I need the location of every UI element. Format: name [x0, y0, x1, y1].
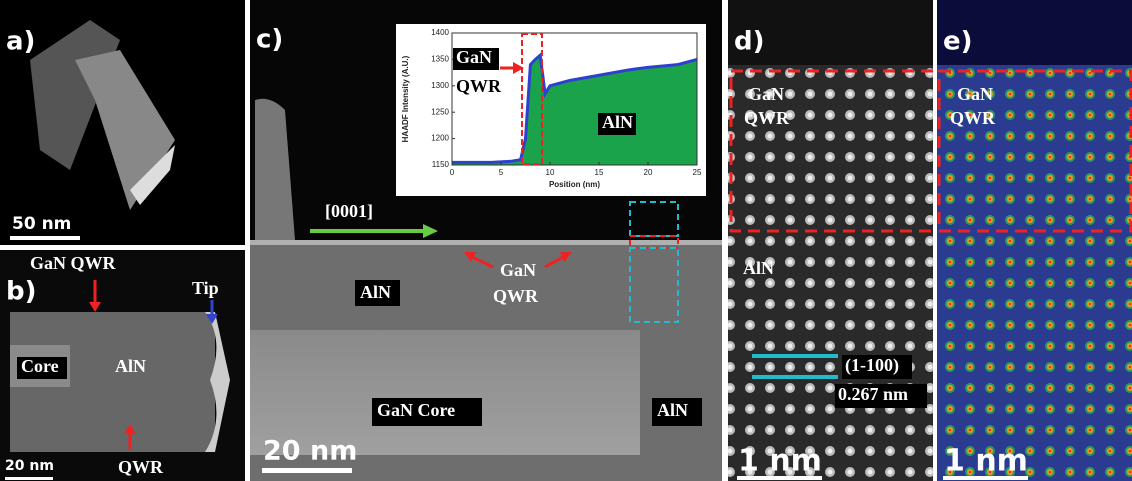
panel-label: d) — [734, 27, 765, 57]
y-tick-label: 1350 — [431, 55, 449, 64]
scale-label: 50 nm — [12, 214, 71, 234]
annotation: AlN — [657, 400, 688, 420]
annotation: 0.267 nm — [838, 384, 908, 404]
annotation: QWR — [456, 76, 502, 96]
y-tick-label: 1250 — [431, 107, 449, 116]
y-tick-label: 1300 — [431, 81, 449, 90]
annotation: QWR — [744, 108, 790, 128]
x-tick-label: 5 — [499, 168, 504, 177]
panel-label: e) — [943, 27, 973, 57]
annotation: AlN — [115, 356, 146, 376]
annotation: GaN — [748, 84, 784, 104]
panel-b: b) GaN QWR Tip Core AlN QWR 20 nm — [0, 250, 245, 481]
annotation: AlN — [360, 282, 391, 302]
x-tick-label: 15 — [595, 168, 604, 177]
annotation: AlN — [602, 112, 633, 132]
scale-label: 20 nm — [5, 458, 54, 474]
x-tick-label: 0 — [450, 168, 455, 177]
annotation: GaN — [456, 47, 492, 67]
x-tick-label: 10 — [546, 168, 555, 177]
panel-a: a) 50 nm — [0, 0, 245, 245]
annotation: Tip — [192, 278, 219, 298]
panel-label: b) — [6, 277, 37, 307]
scale-label: 20 nm — [263, 436, 357, 467]
x-tick-label: 20 — [644, 168, 653, 177]
y-axis-label: HAADF Intensity (A.U.) — [401, 55, 410, 142]
panel-d: d) GaN QWR AlN (1-100) 0.267 nm 1 nm — [728, 0, 941, 481]
y-tick-label: 1150 — [432, 160, 450, 169]
annotation: QWR — [950, 108, 996, 128]
panel-c: c) [0001] AlN GaN QWR GaN Core AlN 20 nm… — [250, 0, 722, 481]
annotation: AlN — [743, 258, 774, 278]
annotation: Core — [21, 356, 59, 376]
figure: a) 50 nm b) GaN QWR Tip Core AlN QWR 20 … — [0, 0, 1132, 481]
panel-e: e) GaN QWR 1 nm — [937, 0, 1132, 481]
annotation: QWR — [493, 286, 539, 306]
y-tick-label: 1400 — [431, 28, 449, 37]
annotation: (1-100) — [845, 355, 899, 376]
annotation: GaN Core — [377, 400, 455, 420]
panel-label: c) — [256, 25, 283, 55]
annotation: QWR — [118, 457, 164, 477]
x-axis-label: Position (nm) — [549, 180, 600, 189]
annotation: [0001] — [325, 201, 373, 221]
annotation: GaN QWR — [30, 253, 117, 273]
x-tick-label: 25 — [693, 168, 702, 177]
scale-label: 1 nm — [944, 444, 1028, 479]
scale-label: 1 nm — [738, 444, 822, 479]
annotation: GaN — [957, 84, 993, 104]
y-tick-label: 1200 — [431, 134, 449, 143]
panel-label: a) — [6, 27, 35, 57]
annotation: GaN — [500, 260, 536, 280]
